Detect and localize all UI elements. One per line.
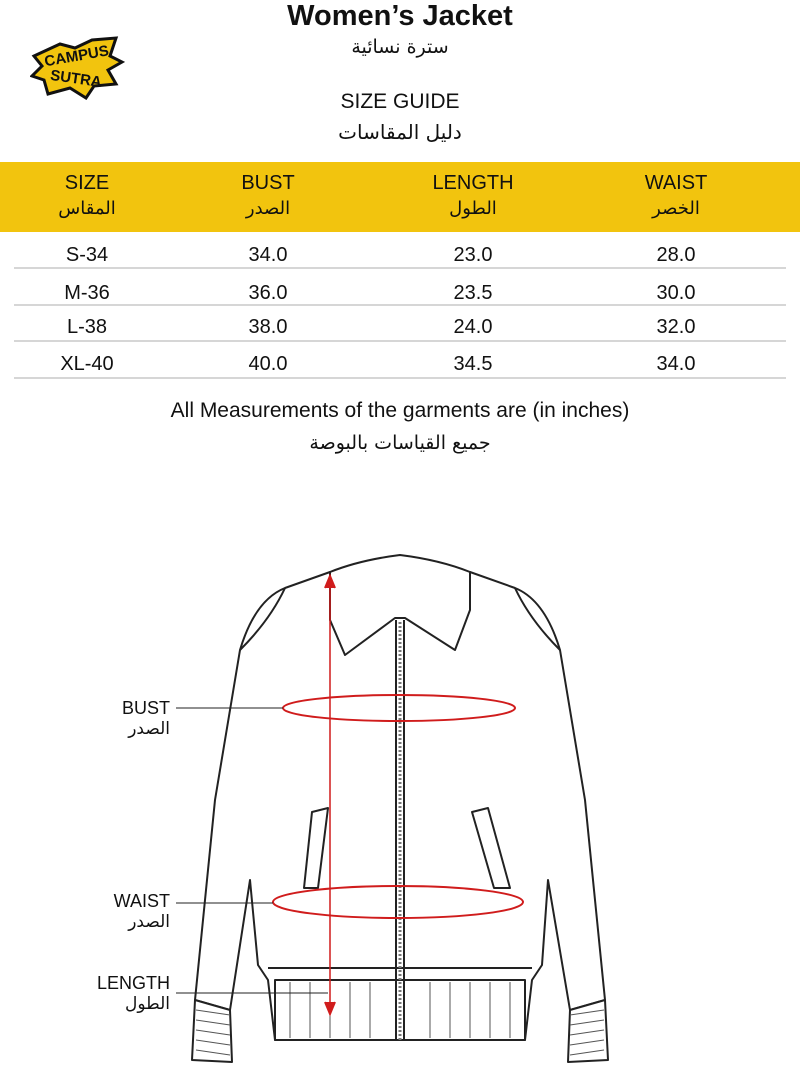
table-cell: 34.5 (453, 353, 493, 375)
page-title-arabic: سترة نسائية (351, 36, 449, 58)
table-header-band (0, 162, 800, 232)
table-cell: 38.0 (248, 316, 288, 338)
header-bust-arabic: الصدر (245, 198, 291, 219)
length-label-en: LENGTH (96, 973, 170, 993)
row-divider (14, 340, 786, 342)
header-size: SIZE (64, 172, 110, 194)
size-guide-heading: SIZE GUIDE (340, 90, 460, 113)
header-bust: BUST (241, 172, 295, 194)
row-divider (14, 304, 786, 306)
table-cell: S-34 (65, 244, 109, 266)
header-length-arabic: الطول (449, 198, 497, 219)
zipper (395, 620, 405, 1040)
table-cell: 24.0 (453, 316, 493, 338)
table-cell: 34.0 (248, 244, 288, 266)
measurement-note: All Measurements of the garments are (in… (170, 399, 630, 422)
table-cell: 30.0 (656, 282, 696, 304)
row-divider (14, 267, 786, 269)
bust-label-ar: الصدر (128, 719, 170, 739)
row-divider (14, 377, 786, 379)
header-waist: WAIST (644, 172, 708, 194)
table-cell: 32.0 (656, 316, 696, 338)
campus-sutra-logo: CAMPUS SUTRA (30, 36, 125, 100)
table-cell: 34.0 (656, 353, 696, 375)
length-arrow-top (324, 573, 336, 589)
header-length: LENGTH (432, 172, 514, 194)
size-guide-heading-arabic: دليل المقاسات (338, 120, 462, 144)
jacket-rib-right (569, 1009, 605, 1056)
length-label: LENGTH الطول (50, 973, 170, 1014)
table-cell: XL-40 (60, 353, 114, 375)
bust-label: BUST الصدر (50, 698, 170, 739)
jacket-collar (329, 554, 471, 656)
length-label-ar: الطول (125, 994, 170, 1014)
waist-label-ar: الصدر (128, 912, 170, 932)
table-cell: 40.0 (248, 353, 288, 375)
jacket-rib-left (195, 1009, 231, 1056)
table-cell: L-38 (66, 316, 108, 338)
table-cell: M-36 (64, 282, 110, 304)
measurement-note-arabic: جميع القياسات بالبوصة (309, 432, 491, 454)
waist-label-en: WAIST (113, 891, 170, 911)
waist-label: WAIST الصدر (50, 891, 170, 932)
header-waist-arabic: الخصر (652, 198, 700, 219)
table-cell: 23.5 (453, 282, 493, 304)
page-title: Women’s Jacket (287, 0, 513, 32)
bust-label-en: BUST (121, 698, 170, 718)
length-arrow-bottom (324, 1001, 336, 1017)
table-cell: 23.0 (453, 244, 493, 266)
header-size-arabic: المقاس (58, 198, 116, 219)
table-cell: 28.0 (656, 244, 696, 266)
table-cell: 36.0 (248, 282, 288, 304)
waist-measure-ellipse (272, 885, 524, 919)
